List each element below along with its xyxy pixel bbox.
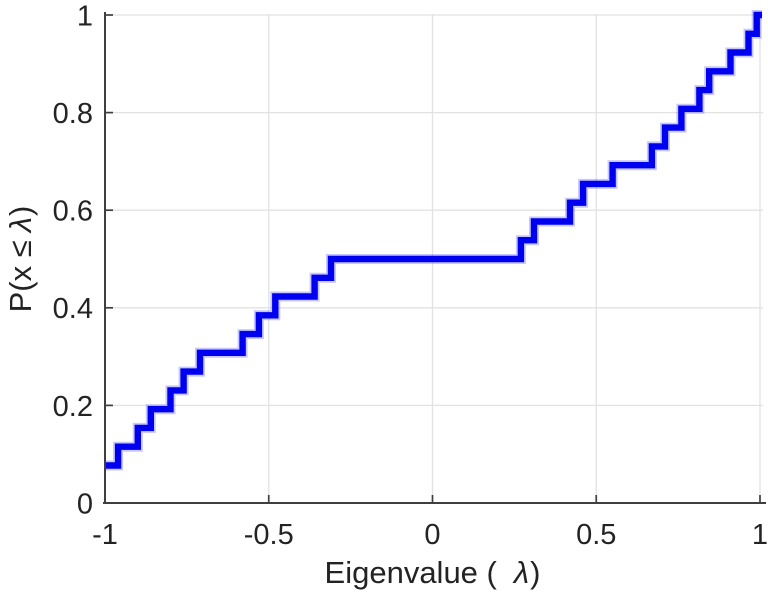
x-axis-label-suffix: ) [530,555,541,590]
axes [103,12,766,504]
y-axis-label: P(x ≤ λ) [2,99,40,419]
y-tick-labels: 0 0.2 0.4 0.6 0.8 1 [53,0,93,520]
x-tick-labels: -1 -0.5 0 0.5 1 [92,519,768,551]
y-tick-label: 0 [77,488,93,520]
x-tick-label: 0.5 [576,519,616,551]
x-tick-label: 0 [424,519,440,551]
ecdf-curve [105,11,762,469]
y-axis-label-suffix: ) [3,205,38,216]
x-axis-label-text: Eigenvalue ( [324,555,497,590]
y-tick-label: 0.6 [53,196,93,228]
x-tick-label: -0.5 [244,519,294,551]
y-tick-label: 0.2 [53,391,93,423]
ecdf-curve-halo [105,10,762,471]
x-tick-label: 1 [752,519,768,551]
x-tick-label: -1 [92,519,118,551]
y-tick-label: 0.8 [53,98,93,130]
y-tick-label: 0.4 [53,293,93,325]
ecdf-curve-group [105,10,762,471]
x-axis-lambda-symbol: λ [513,555,530,590]
y-axis-label-text: P(x ≤ [3,240,38,313]
tick-marks [104,14,761,504]
x-axis-label: Eigenvalue ( λ) [105,554,760,592]
y-axis-lambda-symbol: λ [3,216,38,233]
gridlines [105,14,763,503]
y-tick-label: 1 [77,0,93,32]
